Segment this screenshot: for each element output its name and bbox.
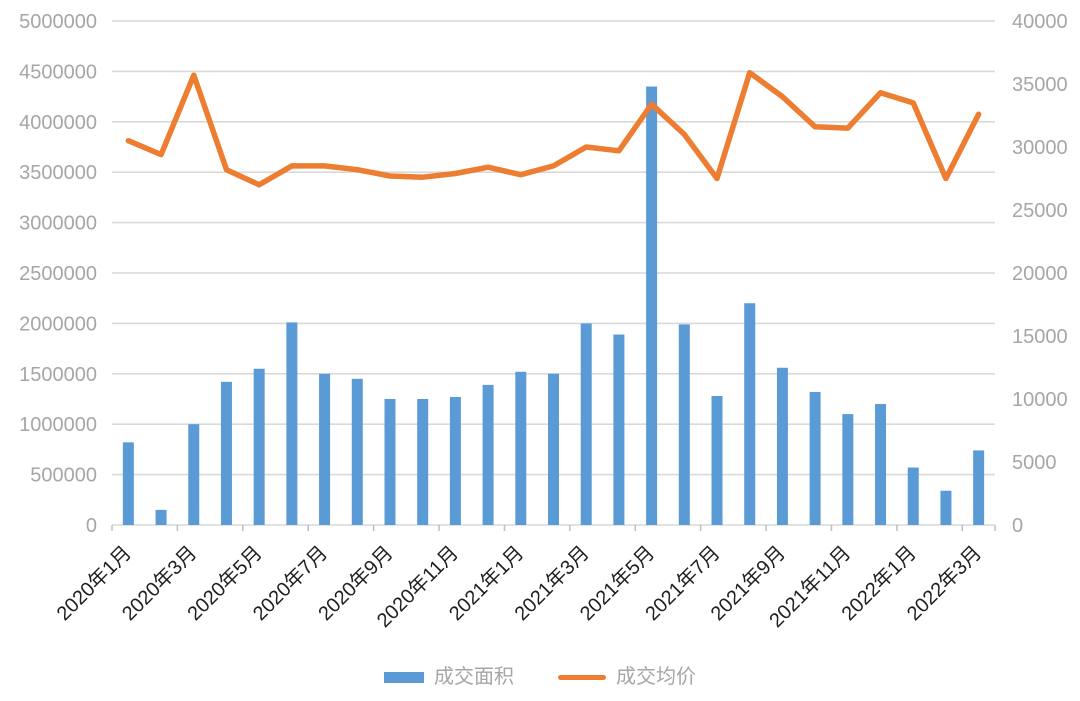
right-axis-tick-label: 35000 bbox=[1012, 74, 1068, 96]
left-axis-tick-label: 5000000 bbox=[19, 11, 97, 33]
right-axis-tick-label: 15000 bbox=[1012, 326, 1068, 348]
right-axis-tick-label: 0 bbox=[1012, 515, 1023, 537]
bar-2021年10月 bbox=[809, 391, 821, 525]
bar-2021年9月 bbox=[776, 367, 788, 525]
bar-2021年5月 bbox=[646, 86, 658, 526]
bar-2022年1月 bbox=[907, 467, 919, 525]
left-axis-tick-label: 0 bbox=[86, 515, 97, 537]
right-axis-tick-label: 25000 bbox=[1012, 200, 1068, 222]
bar-2021年2月 bbox=[548, 373, 559, 525]
bar-2020年12月 bbox=[482, 384, 494, 525]
bar-2020年1月 bbox=[122, 442, 134, 525]
bar-2020年10月 bbox=[417, 399, 429, 525]
bar-2022年3月 bbox=[973, 450, 985, 525]
left-axis-tick-label: 2500000 bbox=[19, 263, 97, 285]
bar-2021年6月 bbox=[678, 324, 690, 525]
bar-2020年7月 bbox=[319, 373, 331, 525]
bar-2021年3月 bbox=[580, 323, 592, 525]
bar-2021年12月 bbox=[875, 404, 887, 525]
bar-2021年7月 bbox=[711, 395, 723, 525]
legend-item-average-price: 成交均价 bbox=[558, 667, 696, 687]
bar-2020年6月 bbox=[286, 322, 298, 525]
left-axis-tick-label: 1500000 bbox=[19, 364, 97, 386]
bar-2021年4月 bbox=[613, 334, 625, 525]
legend-item-transaction-area: 成交面积 bbox=[384, 667, 514, 687]
bar-2020年9月 bbox=[384, 399, 396, 525]
bar-2020年3月 bbox=[188, 424, 200, 525]
left-axis-tick-label: 3000000 bbox=[19, 213, 97, 235]
right-axis-tick-label: 10000 bbox=[1012, 389, 1068, 411]
left-axis-tick-label: 1000000 bbox=[19, 414, 97, 436]
bar-2021年8月 bbox=[744, 303, 756, 525]
line-series bbox=[125, 69, 982, 188]
bar-2021年11月 bbox=[842, 414, 854, 525]
right-axis-tick-label: 5000 bbox=[1012, 452, 1057, 474]
bar-2021年1月 bbox=[515, 371, 527, 525]
left-axis-tick-label: 500000 bbox=[30, 465, 97, 487]
legend-label-transaction-area: 成交面积 bbox=[434, 666, 514, 688]
bar-2020年11月 bbox=[449, 396, 461, 525]
legend-label-average-price: 成交均价 bbox=[616, 666, 696, 688]
legend-line-swatch bbox=[558, 674, 606, 680]
bar-2020年5月 bbox=[253, 368, 265, 525]
bar-2020年4月 bbox=[220, 381, 232, 525]
right-axis-tick-label: 40000 bbox=[1012, 11, 1068, 33]
bar-2022年2月 bbox=[940, 490, 952, 525]
bar-2020年8月 bbox=[351, 378, 363, 525]
chart-legend: 成交面积 成交均价 bbox=[0, 662, 1080, 692]
left-axis-tick-label: 3500000 bbox=[19, 162, 97, 184]
right-axis-tick-label: 30000 bbox=[1012, 137, 1068, 159]
left-axis-tick-label: 4000000 bbox=[19, 112, 97, 134]
combo-chart: 0 500000 1000000 1500000 2000000 2500000 30000… bbox=[19, 11, 1068, 632]
left-axis-tick-label: 2000000 bbox=[19, 313, 97, 335]
right-axis-tick-label: 20000 bbox=[1012, 263, 1068, 285]
bar-2020年2月 bbox=[155, 509, 167, 525]
left-axis-tick-label: 4500000 bbox=[19, 61, 97, 83]
legend-bar-swatch bbox=[384, 671, 424, 683]
